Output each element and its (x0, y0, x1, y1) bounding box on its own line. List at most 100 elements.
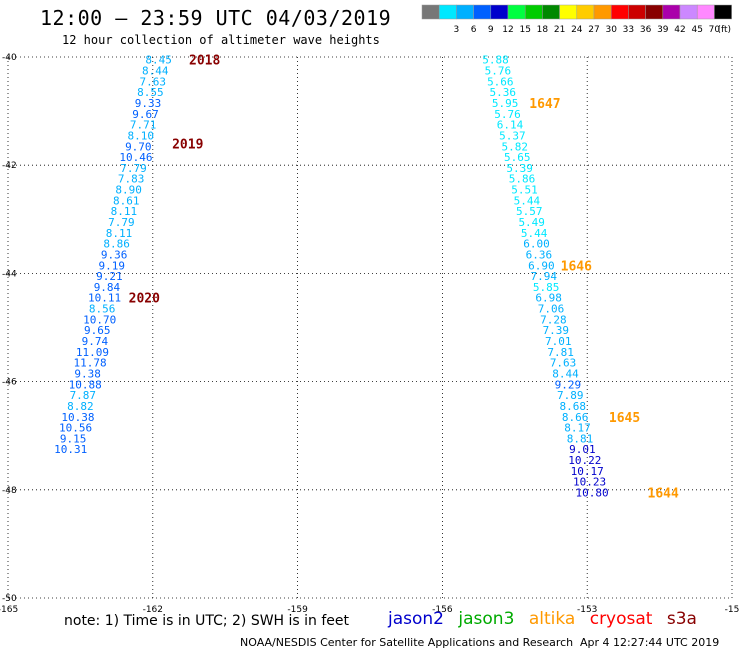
colorbar-tick-label: 42 (674, 25, 685, 35)
wave-height-value: 8.11 (111, 205, 138, 218)
colorbar-tick-label: 30 (605, 25, 617, 35)
colorbar-boxes (421, 4, 732, 20)
wave-height-value: 9.01 (569, 443, 596, 456)
timestamp: Apr 4 12:27:44 UTC 2019 (580, 636, 720, 649)
wave-height-value: 10.22 (568, 454, 601, 467)
wave-height-value: 10.11 (88, 292, 121, 305)
wave-height-value: 5.39 (506, 162, 533, 175)
wave-height-value: 10.88 (69, 378, 102, 391)
colorbar-tick-label: 27 (588, 25, 599, 35)
wave-height-value: 6.00 (523, 238, 550, 251)
legend-s3a: s3a (666, 609, 697, 629)
x-tick-label: -159 (287, 605, 308, 615)
wave-height-value: 7.39 (543, 324, 570, 337)
wave-height-value: 7.71 (130, 119, 157, 132)
legend-altika: altika (528, 609, 576, 629)
pass-time-label: 2019 (172, 138, 203, 153)
wave-height-value: 8.81 (567, 432, 594, 445)
wave-height-value: 9.21 (96, 270, 123, 283)
wave-height-value: 9.33 (135, 97, 162, 110)
x-tick-label: -165 (0, 605, 18, 615)
pass-time-label: 2018 (189, 54, 220, 69)
wave-height-value: 10.31 (54, 443, 87, 456)
y-tick-label: -44 (2, 269, 17, 279)
wave-height-value: 5.36 (489, 86, 516, 99)
y-tick-label: -40 (2, 53, 17, 63)
colorbar-tick-label: 24 (571, 25, 583, 35)
x-tick-label: -156 (432, 605, 453, 615)
colorbar-tick-label: 9 (488, 25, 494, 35)
wave-height-value: 10.56 (59, 422, 92, 435)
wave-height-value: 9.15 (60, 432, 87, 445)
wave-height-value: 8.90 (115, 184, 142, 197)
wave-height-value: 5.76 (485, 65, 512, 78)
wave-height-value: 7.28 (540, 313, 567, 326)
pass-time-label: 2020 (129, 292, 160, 307)
pass-time-label: 1644 (648, 487, 679, 502)
wave-height-value: 10.80 (575, 487, 608, 500)
colorbar-box (714, 4, 732, 20)
wave-height-value: 10.38 (61, 411, 94, 424)
wave-height-value: 8.44 (142, 65, 169, 78)
page-title: 12:00 – 23:59 UTC 04/03/2019 (40, 6, 392, 30)
wave-height-value: 9.65 (84, 324, 111, 337)
wave-height-value: 7.63 (550, 357, 577, 370)
wave-height-value: 5.86 (509, 173, 536, 186)
wave-height-value: 5.37 (499, 129, 526, 142)
footer-note: note: 1) Time is in UTC; 2) SWH is in fe… (64, 613, 350, 629)
wave-height-value: 9.84 (94, 281, 121, 294)
wave-height-value: 5.88 (482, 54, 509, 67)
wave-height-value: 11.78 (73, 357, 106, 370)
wave-height-value: 8.68 (559, 400, 586, 413)
colorbar-tick-label: 70 (709, 25, 721, 35)
wave-height-value: 8.82 (67, 400, 94, 413)
colorbar-tick-label: 33 (623, 25, 634, 35)
credit-line: NOAA/NESDIS Center for Satellite Applica… (240, 636, 574, 649)
legend-jason3: jason3 (458, 609, 515, 629)
wave-height-value: 10.70 (83, 313, 116, 326)
legend-cryosat: cryosat (589, 609, 653, 629)
wave-height-value: 5.44 (521, 227, 548, 240)
y-tick-label: -46 (2, 378, 17, 388)
pass-time-label: 1645 (609, 411, 640, 426)
wave-height-value: 5.51 (511, 184, 538, 197)
wave-height-value: 5.95 (492, 97, 519, 110)
wave-height-value: 9.38 (74, 367, 101, 380)
wave-height-value: 5.57 (516, 205, 543, 218)
colorbar-tick-label: 21 (554, 25, 565, 35)
colorbar-tick-label: 18 (537, 25, 549, 35)
wave-height-value: 9.29 (555, 378, 582, 391)
wave-height-value: 7.81 (547, 346, 574, 359)
pass-time-label: 1646 (561, 259, 592, 274)
y-tick-label: -48 (2, 486, 17, 496)
wave-height-value: 7.63 (140, 75, 167, 88)
wave-height-value: 7.06 (538, 303, 565, 316)
satellite-legend: jason2 jason3 altika cryosat s3a (388, 609, 706, 629)
colorbar-tick-label: 12 (502, 25, 513, 35)
wave-height-value: 9.74 (82, 335, 109, 348)
wave-height-value: 6.98 (535, 292, 562, 305)
colorbar-tick-label: 15 (519, 25, 530, 35)
colorbar-tick-label: 36 (640, 25, 652, 35)
wave-height-value: 9.67 (132, 108, 159, 121)
page-subtitle: 12 hour collection of altimeter wave hei… (62, 33, 380, 47)
x-tick-label: -162 (143, 605, 163, 615)
axis-labels: -165 -162 -159 -156 -153 -15 -40 -42 -44 -46 -48 -5… (0, 53, 739, 615)
chart-grid (7, 56, 733, 599)
wave-height-value: 8.10 (127, 129, 154, 142)
wave-height-value: 7.94 (531, 270, 558, 283)
colorbar-tick-label: 39 (657, 25, 669, 35)
wave-height-value: 6.90 (528, 259, 555, 272)
wave-height-value: 7.89 (557, 389, 584, 402)
wave-height-value: 8.86 (103, 238, 130, 251)
x-tick-label: -153 (577, 605, 597, 615)
wave-height-value: 6.14 (497, 119, 524, 132)
colorbar: 3 6 9 12 15 18 21 24 27 30 33 36 39 42 45 70(ft) (421, 4, 732, 35)
wave-height-value: 7.79 (108, 216, 135, 229)
wave-height-value: 11.09 (76, 346, 109, 359)
data-points: 8.458.447.638.559.339.677.718.109.7010.4… (54, 54, 608, 500)
wave-height-value: 8.11 (106, 227, 133, 240)
wave-height-value: 5.76 (494, 108, 521, 121)
wave-height-value: 8.45 (145, 54, 172, 67)
